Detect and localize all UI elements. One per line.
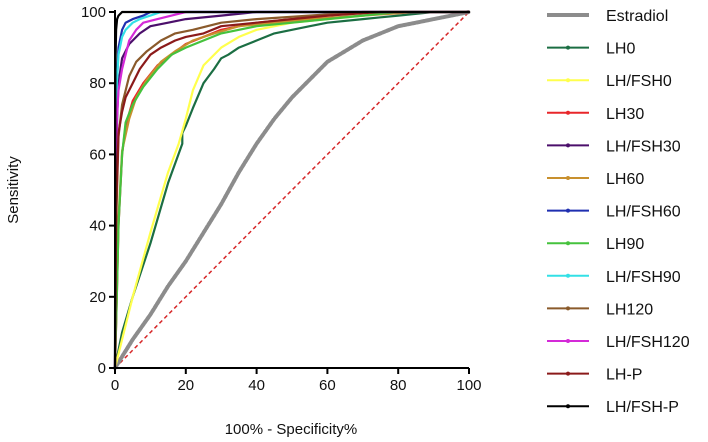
legend-label-lh-p: LH-P <box>606 367 642 384</box>
series-line-lh90 <box>113 10 471 370</box>
x-tick-label: 60 <box>319 377 336 394</box>
legend-label-lh-fsh-p: LH/FSH-P <box>606 399 679 416</box>
series-line-estradiol <box>113 10 471 370</box>
legend-label-lh-fsh0: LH/FSH0 <box>606 73 672 90</box>
x-tick-label: 100 <box>456 377 481 394</box>
legend-label-lh30: LH30 <box>606 106 644 123</box>
legend-label-lh90: LH90 <box>606 236 644 253</box>
legend-marker-lh0 <box>566 45 570 50</box>
x-tick-label: 20 <box>177 377 194 394</box>
reference-diagonal-line <box>114 11 470 369</box>
y-tick-label: 100 <box>81 4 106 21</box>
legend-marker-lh-fsh90 <box>566 273 570 278</box>
legend-label-lh-fsh30: LH/FSH30 <box>606 138 681 155</box>
y-tick-label: 40 <box>89 218 106 235</box>
y-tick-label: 0 <box>98 360 106 377</box>
legend-marker-lh30 <box>566 110 570 115</box>
y-tick-label: 80 <box>89 75 106 92</box>
series-line-lh0 <box>113 10 471 370</box>
legend-label-lh-fsh90: LH/FSH90 <box>606 269 681 286</box>
legend-label-estradiol: Estradiol <box>606 8 668 25</box>
legend-marker-lh-fsh0 <box>566 78 570 83</box>
x-tick-label: 40 <box>248 377 265 394</box>
y-tick-label: 20 <box>89 289 106 306</box>
legend: Estradiol LH0 LH/FSH0 LH30 LH/FSH30 LH60 LH/FS… <box>547 8 690 416</box>
legend-label-lh-fsh120: LH/FSH120 <box>606 334 690 351</box>
reference-line-group <box>114 11 470 369</box>
y-ticks: 0 20 40 60 80 100 <box>81 4 115 377</box>
legend-marker-lh90 <box>566 241 570 246</box>
series-group <box>113 10 471 370</box>
legend-label-lh0: LH0 <box>606 41 635 58</box>
series-line-lh-fsh120 <box>113 10 471 370</box>
y-tick-label: 60 <box>89 146 106 163</box>
legend-marker-lh60 <box>566 176 570 180</box>
legend-marker-lh-p <box>566 371 570 376</box>
x-axis-title: 100% - Specificity% <box>225 421 358 438</box>
legend-marker-lh-fsh-p <box>566 404 570 409</box>
x-tick-label: 80 <box>390 377 407 394</box>
legend-label-lh60: LH60 <box>606 171 644 188</box>
legend-marker-lh-fsh120 <box>566 339 570 343</box>
legend-marker-lh-fsh30 <box>566 143 570 148</box>
x-tick-label: 0 <box>111 377 119 394</box>
y-axis-title: Sensitivity <box>5 156 22 224</box>
legend-label-lh120: LH120 <box>606 301 653 318</box>
legend-marker-lh120 <box>566 306 570 311</box>
legend-marker-lh-fsh60 <box>566 208 570 213</box>
series-line-lh-p <box>113 10 471 370</box>
legend-label-lh-fsh60: LH/FSH60 <box>606 204 681 221</box>
axes-group <box>114 10 469 369</box>
x-ticks: 0 20 40 60 80 100 <box>111 368 482 394</box>
